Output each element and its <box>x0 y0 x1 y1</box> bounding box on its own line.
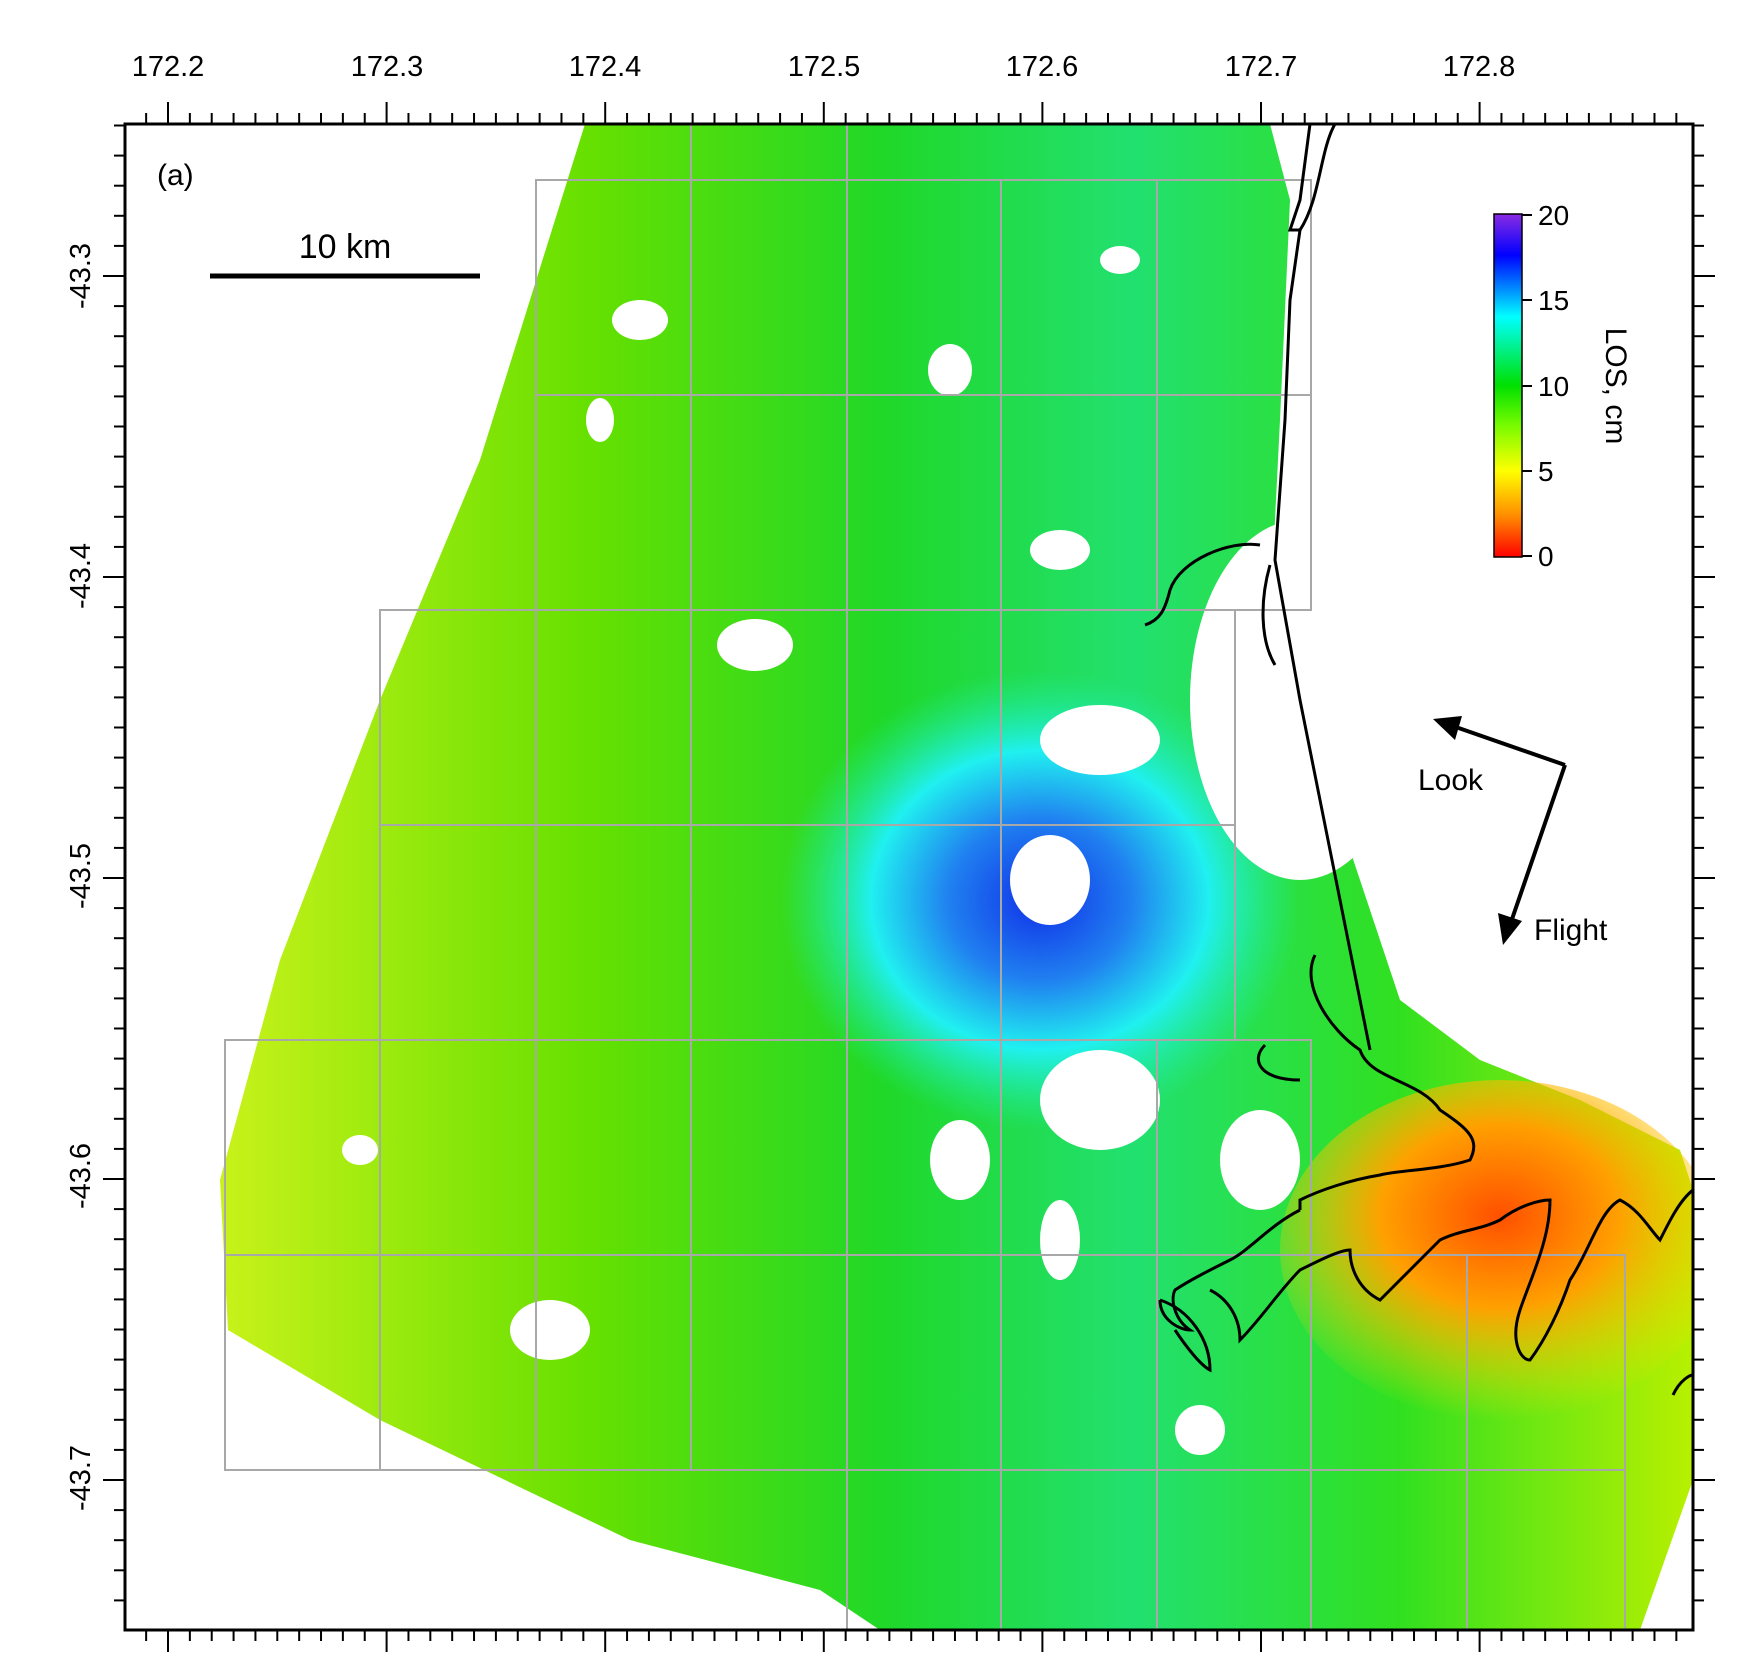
colorbar: 20 15 10 5 0 LOS, cm <box>1493 200 1632 572</box>
colorbar-tick-label: 20 <box>1538 200 1569 231</box>
colorbar-ramp <box>1493 213 1523 558</box>
lat-tick-label: -43.7 <box>65 1445 97 1511</box>
lon-tick-label: 172.2 <box>132 51 205 83</box>
coastline <box>1144 123 1694 1396</box>
lon-tick-label: 172.5 <box>788 51 861 83</box>
colorbar-tick-label: 5 <box>1538 456 1554 487</box>
lat-tick-label: -43.3 <box>65 243 97 309</box>
colorbar-title: LOS, cm <box>1599 328 1632 445</box>
look-arrow <box>1449 723 1566 767</box>
lat-tick-label: -43.6 <box>65 1143 97 1209</box>
quadtree-grid <box>224 124 1626 1631</box>
lon-tick-label: 172.8 <box>1443 51 1516 83</box>
flight-arrowhead <box>1498 913 1522 945</box>
flight-arrow <box>1508 764 1567 926</box>
colorbar-tick-label: 0 <box>1538 541 1554 572</box>
lon-tick-label: 172.3 <box>351 51 424 83</box>
look-label: Look <box>1418 764 1484 797</box>
scale-bar: 10 km <box>210 228 480 279</box>
lat-tick-label: -43.4 <box>65 543 97 609</box>
scale-bar-label: 10 km <box>299 228 392 266</box>
lon-tick-label: 172.4 <box>569 51 642 83</box>
panel-label: (a) <box>157 159 194 192</box>
latitude-labels: -43.3 -43.4 -43.5 -43.6 -43.7 <box>65 243 97 1511</box>
colorbar-tick-label: 10 <box>1538 371 1569 402</box>
los-displacement-raster <box>220 124 1693 1630</box>
lon-tick-label: 172.6 <box>1006 51 1079 83</box>
look-arrowhead <box>1433 716 1462 740</box>
flight-label: Flight <box>1534 914 1608 947</box>
colorbar-tick-label: 15 <box>1538 285 1569 316</box>
lon-tick-label: 172.7 <box>1225 51 1298 83</box>
lat-tick-label: -43.5 <box>65 843 97 909</box>
axis-ticks <box>103 102 1715 1652</box>
longitude-labels: 172.2 172.3 172.4 172.5 172.6 172.7 172.… <box>132 51 1516 83</box>
satellite-geometry-arrows: Look Flight <box>1418 716 1608 947</box>
